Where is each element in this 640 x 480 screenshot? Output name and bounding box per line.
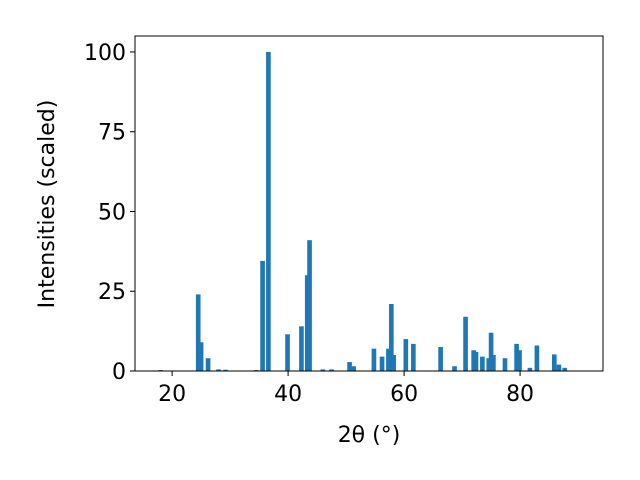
y-tick-label: 100 [84,41,126,66]
bar [329,369,334,371]
y-tick-label: 25 [98,280,126,305]
y-tick-label: 50 [98,200,126,225]
bar [205,358,211,371]
bar [320,369,326,371]
y-tick-label: 0 [112,360,126,385]
x-tick-label: 40 [274,382,302,407]
bar [347,362,352,371]
bar [411,343,416,371]
bar [260,260,265,371]
bar [386,348,391,371]
x-tick-label: 20 [158,382,186,407]
bar [223,369,228,371]
bar [488,332,494,371]
x-tick-label: 80 [506,382,534,407]
bar [403,339,409,371]
bar [216,369,221,371]
bar [371,348,377,371]
x-axis-label: 2θ (°) [338,423,401,448]
bar [534,345,540,371]
bar [198,342,204,371]
bar [379,356,385,371]
x-tick-label: 60 [390,382,418,407]
bar [491,355,496,371]
bar [527,367,533,371]
bar [463,316,468,371]
bar [514,343,519,371]
bar [389,304,394,371]
bar [562,367,568,371]
y-axis-label: Intensities (scaled) [35,100,60,309]
plot-frame [134,35,604,372]
bar [391,355,396,371]
bar [299,326,304,371]
bar [551,354,557,371]
y-tick-label: 75 [98,121,126,146]
bar [452,366,457,371]
bar [195,294,201,371]
bar [480,356,485,371]
bar [438,347,443,371]
bar [556,364,562,371]
bar [307,240,312,371]
bar [351,366,356,371]
bar [517,350,522,371]
bar [473,351,479,371]
bar [266,51,271,371]
bar [502,358,508,371]
bar [285,334,290,371]
